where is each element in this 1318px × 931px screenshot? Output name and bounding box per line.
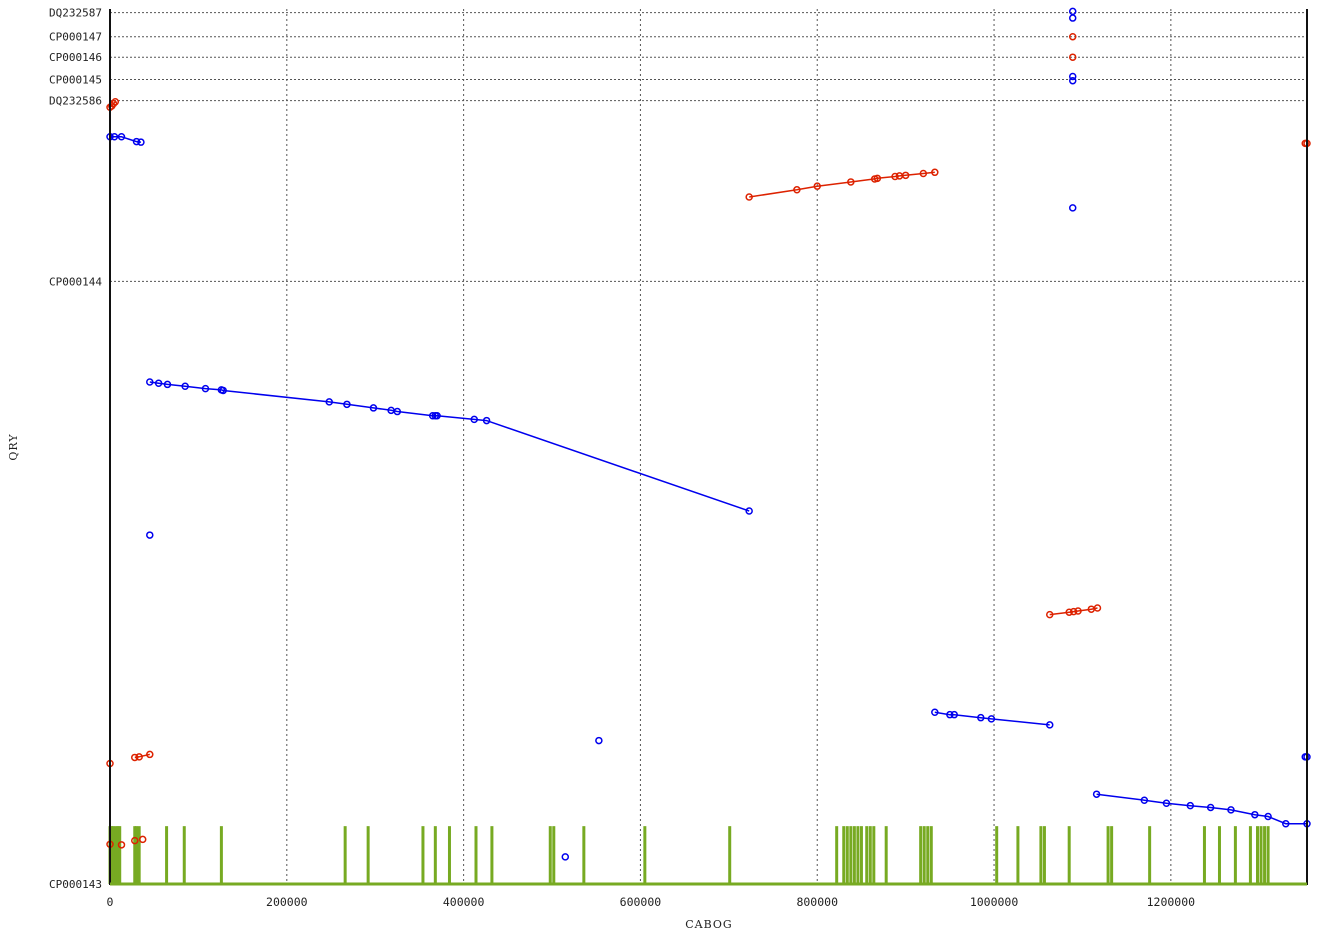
y-tick-labels: CP000143 CP000144 DQ232586 CP000145 CP000146… (49, 7, 102, 891)
data-point (919, 169, 928, 178)
data-point (1162, 799, 1171, 807)
data-point (1068, 53, 1077, 61)
data-point (1140, 796, 1149, 804)
data-point (154, 379, 163, 387)
data-point (1045, 610, 1054, 619)
data-point (946, 710, 954, 719)
data-point (131, 753, 139, 762)
y-tick-label: CP000146 (49, 51, 102, 64)
data-point (561, 853, 570, 861)
data-point (1206, 803, 1215, 812)
y-axis-title: QRY (7, 433, 20, 460)
data-point (131, 836, 139, 845)
data-point (1045, 721, 1054, 729)
data-point (1092, 790, 1101, 798)
y-tick-label: CP000145 (49, 74, 102, 87)
data-point (987, 715, 996, 723)
data-point (135, 753, 143, 761)
data-point (873, 174, 882, 183)
data-point (1093, 604, 1102, 612)
data-point (393, 407, 402, 416)
data-point (1068, 32, 1077, 41)
data-point (1264, 812, 1272, 821)
x-axis-title: CABOG (685, 918, 732, 931)
data-point (428, 412, 437, 420)
x-tick-label: 200000 (266, 895, 308, 909)
y-tick-label: CP000144 (49, 275, 102, 288)
x-tick-label: 400000 (443, 895, 485, 909)
data-point (847, 178, 855, 186)
alignment-line (149, 381, 750, 512)
data-point (950, 710, 959, 719)
x-tick-label: 1200000 (1147, 895, 1196, 909)
data-point (891, 172, 899, 181)
y-tick-label: DQ232587 (49, 7, 102, 20)
data-point (1068, 72, 1077, 81)
data-point (343, 400, 351, 409)
data-point (1068, 204, 1077, 212)
data-point (219, 386, 227, 395)
data-point (1251, 810, 1259, 819)
data-point (117, 133, 126, 141)
data-point (111, 98, 120, 106)
data-point (110, 133, 119, 141)
data-point (595, 736, 603, 745)
y-tick-label: DQ232586 (49, 95, 102, 108)
data-point (1065, 608, 1073, 616)
data-point (138, 835, 147, 844)
x-tick-label: 1000000 (970, 895, 1019, 909)
data-point (117, 841, 126, 849)
data-point (745, 193, 753, 201)
x-tick-label: 600000 (620, 895, 662, 909)
data-point (163, 380, 172, 389)
data-point (433, 412, 441, 420)
data-point (137, 138, 145, 146)
data-point (1068, 14, 1077, 22)
data-point (146, 531, 154, 539)
data-point (146, 750, 154, 759)
data-point (793, 186, 801, 194)
data-point (470, 415, 478, 424)
data-point (1074, 607, 1082, 615)
data-point (1186, 801, 1195, 810)
data-point (369, 404, 378, 412)
y-tick-label: CP000143 (49, 878, 102, 891)
data-point (146, 378, 154, 386)
coverage-bars (108, 826, 1270, 884)
x-tick-labels: 0 200000 400000 600000 800000 1000000 1200000 (107, 895, 1196, 909)
data-point (813, 182, 821, 190)
data-point (931, 168, 939, 177)
data-point (132, 137, 141, 146)
x-tick-label: 800000 (796, 895, 838, 909)
x-tick-label: 0 (107, 895, 114, 909)
data-point (931, 708, 939, 717)
data-point (1282, 819, 1290, 828)
data-point (181, 382, 189, 390)
alignment-line (1096, 793, 1307, 825)
axes (109, 9, 1308, 886)
data-point (745, 507, 753, 515)
data-point (1068, 7, 1077, 16)
data-point (482, 416, 491, 425)
data-series (106, 7, 1311, 861)
data-point (201, 384, 210, 393)
data-point (977, 713, 985, 722)
data-point (901, 171, 910, 180)
data-point (325, 398, 333, 406)
data-point (1227, 806, 1235, 814)
y-tick-label: CP000147 (49, 31, 102, 44)
data-point (1069, 607, 1078, 616)
grid-lines (110, 9, 1307, 884)
alignment-line (749, 171, 935, 198)
data-point (1068, 76, 1077, 85)
